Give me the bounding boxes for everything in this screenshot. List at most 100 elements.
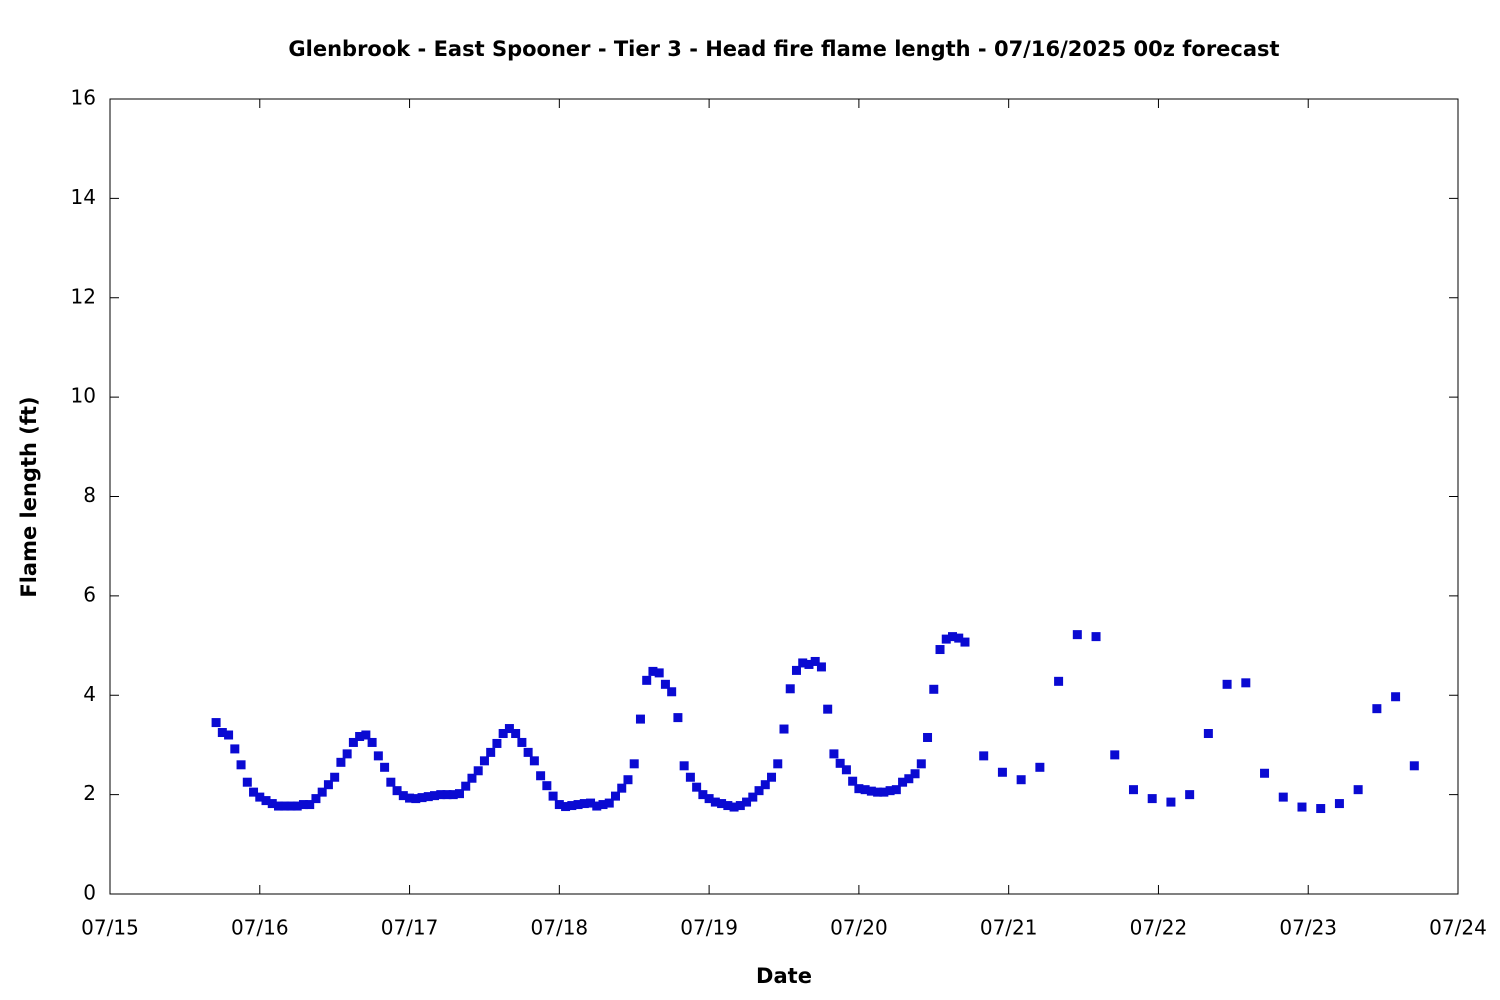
data-point xyxy=(692,782,702,792)
data-point xyxy=(679,761,689,771)
data-point xyxy=(224,730,234,740)
data-point xyxy=(829,749,839,759)
data-point xyxy=(330,772,340,782)
data-point xyxy=(1260,768,1270,778)
data-point xyxy=(848,776,858,786)
data-point xyxy=(685,772,695,782)
data-point xyxy=(523,747,533,757)
data-point xyxy=(1391,692,1401,702)
data-point xyxy=(411,794,421,804)
x-tick-label: 07/17 xyxy=(381,916,439,940)
data-point xyxy=(748,792,758,802)
data-point xyxy=(648,666,658,676)
data-point xyxy=(717,799,727,809)
y-tick-label: 14 xyxy=(71,185,96,209)
y-tick-label: 12 xyxy=(71,284,96,308)
data-point xyxy=(1016,775,1026,785)
x-tick-label: 07/18 xyxy=(531,916,589,940)
data-point xyxy=(742,797,752,807)
data-point xyxy=(785,684,795,694)
data-point xyxy=(954,633,964,643)
data-point xyxy=(1035,762,1045,772)
x-tick-label: 07/19 xyxy=(680,916,738,940)
data-point xyxy=(667,687,677,697)
y-tick-label: 6 xyxy=(83,582,96,606)
data-point xyxy=(417,793,427,803)
data-point xyxy=(467,773,477,783)
data-point xyxy=(1334,799,1344,809)
data-point xyxy=(386,777,396,787)
data-point xyxy=(1185,790,1195,800)
data-point xyxy=(355,731,365,741)
data-point xyxy=(380,762,390,772)
y-tick-label: 4 xyxy=(83,682,96,706)
data-point xyxy=(735,801,745,811)
data-point xyxy=(767,772,777,782)
x-tick-label: 07/21 xyxy=(980,916,1038,940)
data-point xyxy=(298,800,308,810)
data-point xyxy=(242,777,252,787)
data-point xyxy=(454,789,464,799)
x-tick-label: 07/23 xyxy=(1279,916,1337,940)
data-point xyxy=(1241,678,1251,688)
data-point xyxy=(461,781,471,791)
data-point xyxy=(623,775,633,785)
data-point xyxy=(891,785,901,795)
data-point xyxy=(923,732,933,742)
data-point xyxy=(673,713,683,723)
data-point xyxy=(317,787,327,797)
data-point xyxy=(448,790,458,800)
data-point xyxy=(804,659,814,669)
data-point xyxy=(1353,785,1363,795)
data-point xyxy=(773,759,783,769)
y-tick-label: 0 xyxy=(83,881,96,905)
data-point xyxy=(760,780,770,790)
data-point xyxy=(798,658,808,668)
data-point xyxy=(548,791,558,801)
data-point xyxy=(579,799,589,809)
data-point xyxy=(486,747,496,757)
data-point xyxy=(255,792,265,802)
data-point xyxy=(1203,729,1213,739)
data-point xyxy=(929,684,939,694)
data-point xyxy=(935,645,945,655)
data-point xyxy=(479,756,489,766)
x-axis-label: Date xyxy=(756,964,812,988)
data-point xyxy=(617,783,627,793)
data-point xyxy=(710,797,720,807)
data-point xyxy=(249,787,259,797)
data-point xyxy=(392,786,402,796)
data-point xyxy=(267,799,277,809)
data-point xyxy=(492,738,502,748)
data-point xyxy=(498,729,508,739)
data-point xyxy=(342,749,352,759)
data-point xyxy=(604,798,614,808)
data-point xyxy=(816,662,826,672)
data-point xyxy=(904,774,914,784)
data-point xyxy=(1072,630,1082,640)
data-point xyxy=(561,802,571,812)
data-point xyxy=(979,751,989,761)
data-point xyxy=(280,801,290,811)
data-point xyxy=(292,801,302,811)
data-point xyxy=(274,801,283,811)
data-point xyxy=(554,800,564,810)
data-point xyxy=(1091,632,1101,642)
data-point xyxy=(898,777,908,787)
data-point xyxy=(405,793,415,803)
data-point xyxy=(323,780,333,790)
data-point xyxy=(1110,750,1120,760)
data-point xyxy=(910,769,920,779)
data-point xyxy=(654,668,664,678)
data-point xyxy=(1128,785,1138,795)
data-point xyxy=(810,656,820,666)
data-point xyxy=(336,757,346,767)
data-point xyxy=(1409,761,1419,771)
data-point xyxy=(1316,804,1326,814)
data-point xyxy=(835,758,845,768)
x-tick-label: 07/15 xyxy=(81,916,139,940)
data-point xyxy=(217,728,227,738)
data-point xyxy=(236,760,246,770)
data-point xyxy=(723,801,733,811)
x-tick-label: 07/24 xyxy=(1429,916,1487,940)
